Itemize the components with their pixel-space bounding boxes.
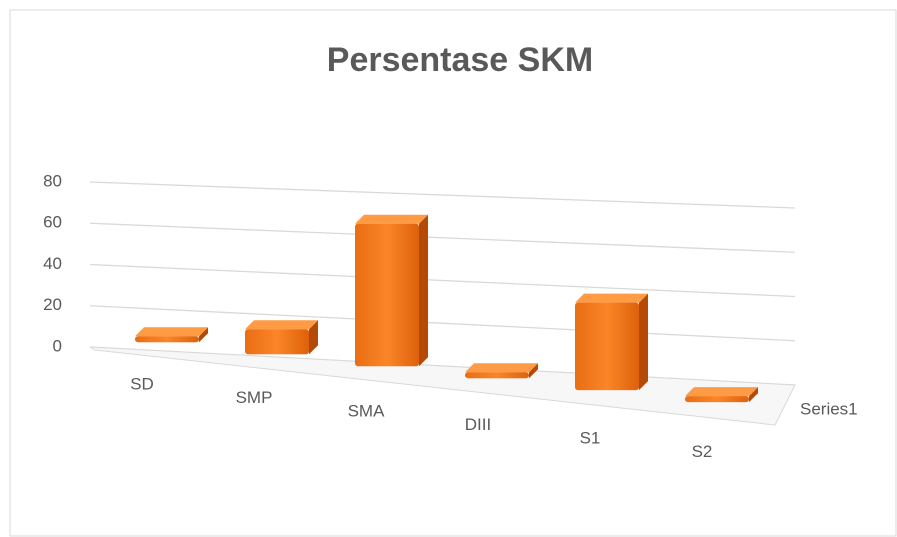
bar-face xyxy=(685,387,758,397)
chart-border xyxy=(9,9,897,537)
chart-title: Persentase SKM xyxy=(327,41,593,79)
bar-face xyxy=(355,214,428,224)
grid-line xyxy=(89,263,796,298)
bar-face xyxy=(465,372,529,379)
bar-face xyxy=(419,214,428,367)
bar-face xyxy=(245,329,309,355)
bar-face xyxy=(575,302,639,391)
bar xyxy=(575,293,648,391)
bar-face xyxy=(135,336,199,343)
x-tick-label: SMA xyxy=(348,401,386,420)
bar xyxy=(135,327,208,343)
grid-line xyxy=(89,305,796,342)
bar-face xyxy=(355,223,419,367)
bar-face xyxy=(529,363,538,379)
bar-face xyxy=(309,320,318,355)
bar-face xyxy=(685,396,749,403)
x-tick-label: SMP xyxy=(236,388,273,407)
x-tick-label: S1 xyxy=(580,428,601,447)
grid-line xyxy=(89,181,796,209)
bar-face xyxy=(685,396,749,403)
y-tick-label: 20 xyxy=(43,295,62,314)
x-tick-label: SD xyxy=(130,374,154,393)
bar xyxy=(245,320,318,355)
bar-face xyxy=(465,372,529,379)
bar-face xyxy=(639,293,648,391)
y-tick-label: 40 xyxy=(43,254,62,273)
bar-face xyxy=(135,336,199,343)
bar-face xyxy=(465,363,538,373)
bar-face xyxy=(245,320,318,330)
x-tick-label: S2 xyxy=(692,442,713,461)
bar-face xyxy=(575,302,639,391)
floor xyxy=(89,346,796,426)
bar-face xyxy=(199,327,208,343)
grid-line xyxy=(89,222,796,253)
y-tick-label: 80 xyxy=(43,171,62,190)
bar xyxy=(465,363,538,379)
legend-label: Series1 xyxy=(800,399,858,418)
bar-face xyxy=(575,293,648,303)
bar xyxy=(355,214,428,367)
bar-face xyxy=(135,327,208,337)
bar-face xyxy=(749,387,758,403)
y-tick-label: 60 xyxy=(43,213,62,232)
y-tick-label: 0 xyxy=(53,336,62,355)
bar xyxy=(685,387,758,403)
bar-face xyxy=(245,329,309,355)
bar-face xyxy=(355,223,419,367)
x-tick-label: DIII xyxy=(465,415,491,434)
